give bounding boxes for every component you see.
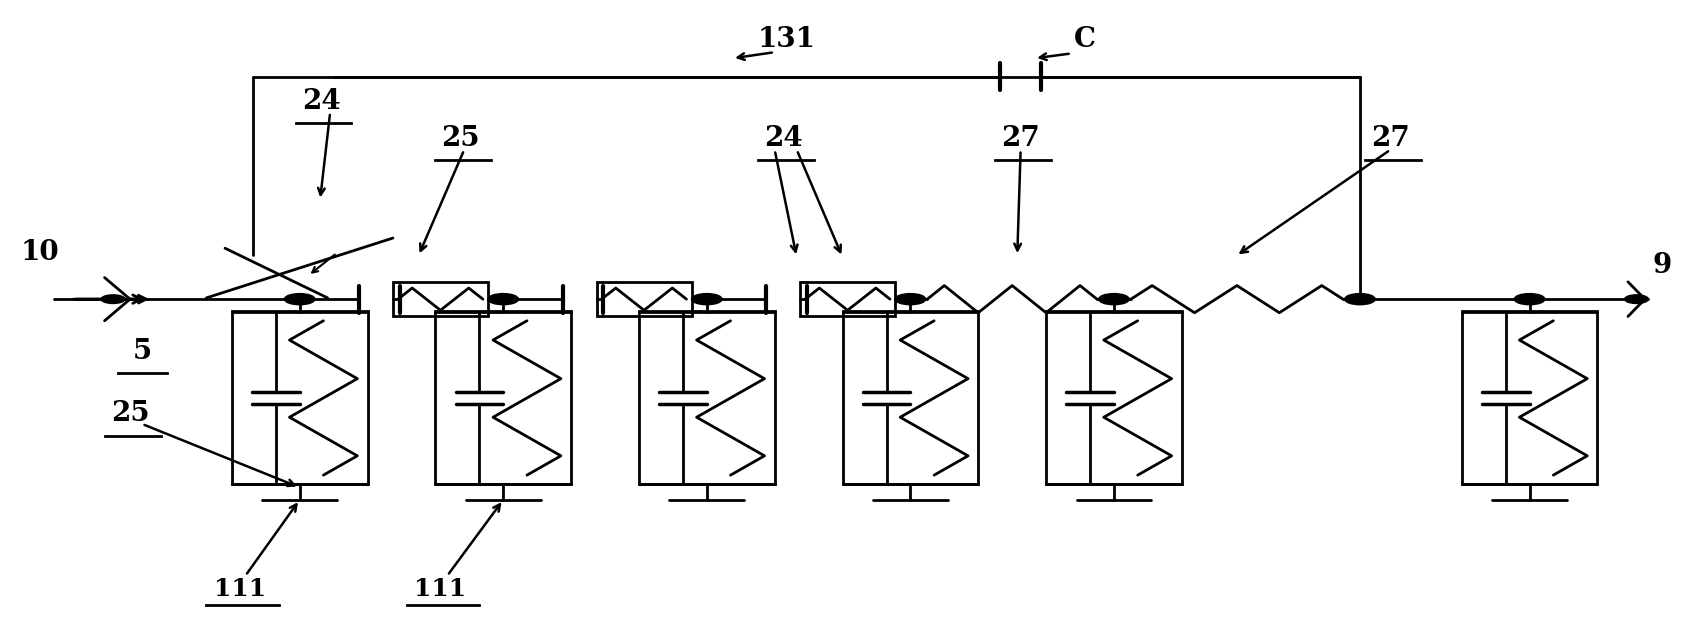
Text: 10: 10 [20, 239, 60, 267]
Circle shape [284, 293, 315, 305]
Text: 111: 111 [214, 578, 266, 601]
Bar [638, 312, 774, 485]
Text: 25: 25 [441, 125, 480, 152]
Text: 24: 24 [764, 125, 802, 152]
Bar [842, 312, 979, 485]
Text: 9: 9 [1653, 252, 1671, 278]
Bar [436, 312, 572, 485]
Bar [1462, 312, 1598, 485]
Bar [596, 282, 691, 316]
Bar [231, 312, 368, 485]
Text: C: C [1074, 26, 1096, 54]
Circle shape [1515, 293, 1545, 305]
Text: 111: 111 [414, 578, 466, 601]
Text: 24: 24 [303, 88, 340, 115]
Text: 25: 25 [111, 400, 150, 427]
Bar [393, 282, 488, 316]
Circle shape [1625, 295, 1648, 303]
Text: 27: 27 [1001, 125, 1040, 152]
Text: 27: 27 [1372, 125, 1409, 152]
Circle shape [1099, 293, 1128, 305]
Circle shape [488, 293, 519, 305]
Bar [1047, 312, 1181, 485]
Text: 5: 5 [133, 338, 151, 365]
Circle shape [100, 295, 124, 303]
Bar [800, 282, 895, 316]
Circle shape [895, 293, 926, 305]
Circle shape [691, 293, 722, 305]
Text: 131: 131 [757, 26, 815, 54]
Circle shape [1345, 293, 1375, 305]
